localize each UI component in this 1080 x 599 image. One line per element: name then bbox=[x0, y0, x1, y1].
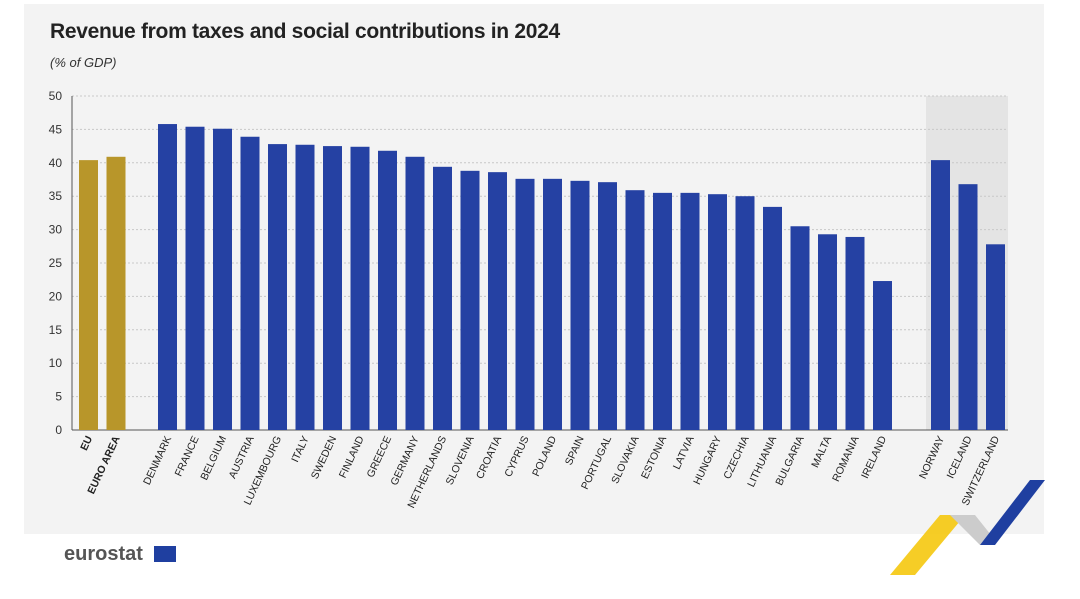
x-tick-label: SWEDEN bbox=[309, 434, 339, 481]
eurostat-logo: eurostat bbox=[64, 543, 143, 565]
y-tick-label: 15 bbox=[49, 323, 63, 337]
bar-denmark bbox=[158, 124, 177, 430]
bar-norway bbox=[931, 160, 950, 431]
bar-eu bbox=[79, 160, 98, 431]
bar-belgium bbox=[213, 128, 232, 430]
y-tick-label: 0 bbox=[55, 423, 62, 437]
chart-title: Revenue from taxes and social contributi… bbox=[50, 20, 560, 43]
bar-austria bbox=[240, 136, 260, 431]
y-tick-label: 30 bbox=[49, 223, 63, 237]
bar-euro-area bbox=[106, 156, 126, 430]
decorative-swoosh bbox=[890, 480, 1045, 575]
bar-greece bbox=[378, 150, 397, 430]
bar-lithuania bbox=[763, 206, 782, 430]
y-tick-label: 45 bbox=[49, 122, 63, 136]
x-tick-label: BELGIUM bbox=[198, 434, 229, 482]
x-tick-label: DENMARK bbox=[141, 434, 174, 487]
bar-croatia bbox=[488, 172, 507, 431]
x-tick-label: SLOVAKIA bbox=[609, 434, 642, 485]
y-tick-label: 50 bbox=[49, 89, 63, 103]
x-tick-label: FRANCE bbox=[173, 434, 202, 478]
y-tick-label: 35 bbox=[49, 189, 63, 203]
bar-portugal bbox=[598, 182, 617, 430]
x-tick-label: POLAND bbox=[530, 434, 559, 479]
bar-ireland bbox=[873, 281, 892, 430]
x-tick-label: SPAIN bbox=[563, 434, 587, 467]
bar-poland bbox=[543, 178, 562, 430]
x-tick-label: SLOVENIA bbox=[444, 434, 477, 487]
y-tick-label: 10 bbox=[49, 356, 63, 370]
bar-estonia bbox=[653, 192, 672, 430]
x-tick-label: MALTA bbox=[809, 434, 834, 469]
x-tick-label: ESTONIA bbox=[639, 434, 669, 481]
eu-flag-icon bbox=[154, 546, 176, 562]
y-tick-label: 25 bbox=[49, 256, 63, 270]
x-tick-label: ITALY bbox=[289, 434, 312, 464]
bar-luxembourg bbox=[268, 144, 287, 430]
bar-sweden bbox=[323, 146, 342, 430]
bar-switzerland bbox=[986, 244, 1005, 430]
bar-slovenia bbox=[460, 170, 480, 431]
bar-cyprus bbox=[515, 178, 535, 430]
bar-slovakia bbox=[625, 190, 645, 430]
bar-hungary bbox=[708, 194, 727, 430]
bar-latvia bbox=[680, 192, 700, 430]
y-tick-label: 20 bbox=[49, 289, 63, 303]
x-tick-label: BULGARIA bbox=[773, 434, 806, 487]
x-tick-label: EU bbox=[78, 434, 95, 452]
bar-spain bbox=[570, 180, 590, 430]
bar-romania bbox=[845, 236, 865, 430]
bar-netherlands bbox=[433, 166, 452, 431]
y-tick-label: 40 bbox=[49, 156, 63, 170]
x-tick-label: CROATIA bbox=[474, 434, 504, 481]
bar-france bbox=[185, 126, 205, 430]
bar-czechia bbox=[735, 196, 755, 430]
bar-italy bbox=[295, 144, 315, 431]
bar-germany bbox=[405, 156, 425, 430]
bar-finland bbox=[350, 146, 370, 430]
x-tick-label: GREECE bbox=[365, 434, 395, 479]
x-tick-label: AUSTRIA bbox=[227, 434, 257, 480]
x-tick-label: HUNGARY bbox=[691, 434, 724, 486]
x-tick-label: CYPRUS bbox=[502, 434, 531, 479]
bar-bulgaria bbox=[790, 226, 810, 430]
y-tick-label: 5 bbox=[55, 390, 62, 404]
x-tick-label: FINLAND bbox=[337, 434, 367, 480]
bar-malta bbox=[818, 234, 837, 430]
x-tick-label: ROMANIA bbox=[830, 434, 862, 483]
x-tick-label: CZECHIA bbox=[721, 434, 751, 481]
x-tick-label: LATVIA bbox=[671, 434, 697, 471]
chart-subtitle: (% of GDP) bbox=[50, 55, 117, 70]
bar-iceland bbox=[958, 184, 978, 430]
